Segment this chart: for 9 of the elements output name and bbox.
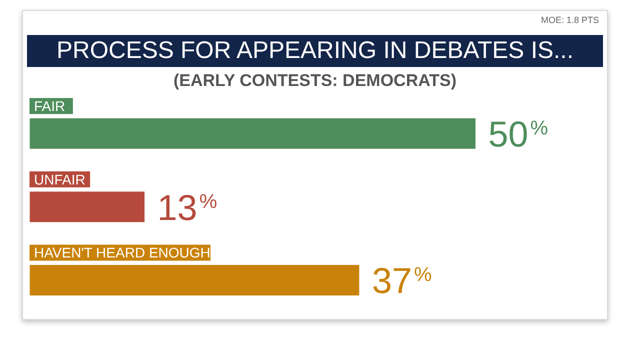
text: MOE: 1.8 PTS [540, 15, 599, 25]
y-tick-label: HAVEN'T HEARD ENOUGH [34, 244, 210, 261]
y-tick-label: FAIR [34, 98, 66, 114]
data-label: 13$^{%}$ [157, 186, 218, 228]
chart-subtitle: (EARLY CONTESTS: DEMOCRATS) [172, 71, 458, 91]
y-tick-label: UNFAIR [34, 171, 86, 188]
data-label: 37$^{%}$ [372, 260, 432, 302]
data-label: 50$^{%}$ [488, 114, 548, 155]
chart-title: PROCESS FOR APPEARING IN DEBATES IS... [27, 35, 603, 67]
